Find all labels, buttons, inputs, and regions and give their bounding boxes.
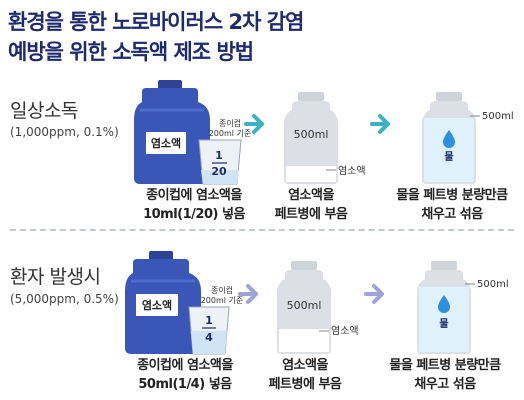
chlorine-jug-icon: 염소액 bbox=[134, 80, 210, 184]
pet-bottle-icon: 500ml 염소액 bbox=[284, 92, 366, 184]
arrow-right-icon bbox=[244, 114, 264, 134]
water-label: 물 bbox=[439, 318, 448, 330]
section-title-daily: 일상소독 bbox=[10, 100, 78, 122]
water-volume: 500ml bbox=[482, 111, 514, 122]
fraction-bottom: 20 bbox=[211, 165, 227, 178]
daily-illustration: 염소액 종이컵 200ml 기준 1 20 500ml 염소액 물 500ml bbox=[134, 80, 514, 185]
bottle-fill-label: 염소액 bbox=[331, 325, 359, 337]
cup-note-line1: 종이컵 bbox=[211, 285, 233, 295]
cup-note-line2: 200ml 기준 bbox=[201, 296, 244, 305]
paper-cup-icon: 1 20 bbox=[198, 139, 242, 185]
water-label: 물 bbox=[444, 151, 453, 163]
step2-caption-daily: 염소액을 페트병에 부음 bbox=[274, 188, 348, 222]
page-title-line2: 예방을 위한 소독액 제조 방법 bbox=[8, 40, 254, 64]
step1-caption-patient: 종이컵에 염소액을 50ml(1/4) 넣음 bbox=[137, 358, 233, 392]
chlorine-jug-icon: 염소액 bbox=[125, 251, 201, 354]
step3-caption-daily: 물을 페트병 분량만큼 채우고 섞음 bbox=[396, 188, 508, 222]
section-divider bbox=[10, 229, 514, 231]
bottle-volume: 500ml bbox=[287, 299, 322, 312]
step1-caption-daily: 종이컵에 염소액을 10ml(1/20) 넣음 bbox=[143, 188, 245, 222]
jug-label: 염소액 bbox=[142, 299, 172, 312]
arrow-right-icon bbox=[238, 284, 258, 304]
cup-note-line1: 종이컵 bbox=[219, 118, 241, 128]
bottle-volume: 500ml bbox=[294, 128, 329, 141]
paper-cup-icon: 1 4 bbox=[188, 306, 230, 355]
water-drop-icon bbox=[438, 295, 450, 313]
section-subtitle-patient: (5,000ppm, 0.5%) bbox=[10, 292, 119, 306]
bottle-fill-label: 염소액 bbox=[338, 165, 366, 177]
water-bottle-icon: 물 500ml bbox=[422, 92, 514, 184]
fraction-bottom: 4 bbox=[205, 331, 213, 344]
step3-caption-patient: 물을 페트병 분량만큼 채우고 섞음 bbox=[389, 358, 501, 392]
patient-illustration: 염소액 종이컵 200ml 기준 1 4 500ml 염소액 물 500ml bbox=[125, 251, 509, 355]
fraction-top: 1 bbox=[205, 314, 213, 327]
section-subtitle-daily: (1,000ppm, 0.1%) bbox=[10, 125, 119, 139]
step2-caption-patient: 염소액을 페트병에 부음 bbox=[268, 358, 342, 392]
water-drop-icon bbox=[443, 130, 455, 148]
arrow-right-icon bbox=[364, 284, 384, 304]
water-volume: 500ml bbox=[477, 279, 509, 290]
arrow-right-icon bbox=[370, 114, 390, 134]
fraction-top: 1 bbox=[215, 149, 223, 162]
page-title-line1: 환경을 통한 노로바이러스 2차 감염 bbox=[8, 10, 304, 34]
pet-bottle-icon: 500ml 염소액 bbox=[277, 261, 359, 354]
water-bottle-icon: 물 500ml bbox=[417, 261, 509, 354]
jug-label: 염소액 bbox=[151, 137, 181, 150]
section-title-patient: 환자 발생시 bbox=[10, 266, 101, 288]
cup-note-line2: 200ml 기준 bbox=[209, 129, 252, 138]
